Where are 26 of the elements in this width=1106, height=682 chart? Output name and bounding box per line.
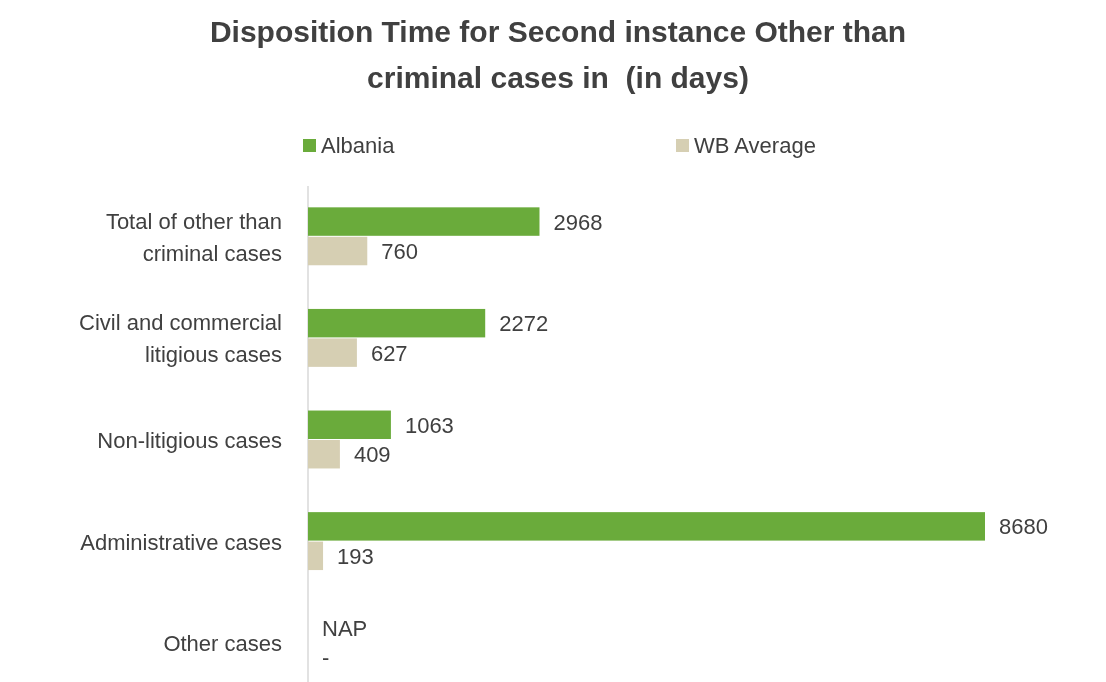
bar [308,512,985,541]
data-label: 8680 [999,514,1048,540]
bar [308,236,368,266]
y-tick-label: Other cases [163,631,282,657]
text: - [322,645,330,671]
bar [308,440,340,469]
bar [308,308,486,338]
data-label: 627 [370,340,408,366]
data-label: 409 [353,442,391,468]
data-label: 193 [337,543,374,569]
data-label: 2272 [499,311,549,337]
y-tick-label: Total of other than criminal cases [105,208,282,266]
bar [308,338,357,367]
data-label: 2968 [553,209,603,235]
data-label: 1063 [404,412,454,438]
y-tick-label: Civil and commercial litigious cases [79,310,282,368]
bar [308,207,540,236]
data-label: 760 [381,239,418,265]
y-tick-label: Administrative cases [80,529,282,555]
bar [308,541,324,571]
chart-title: Disposition Time for Second instance Other than criminal cases in (in days) [209,15,907,94]
y-tick-label: Non-litigious cases [97,428,282,453]
bar [308,410,391,439]
text: NAP [322,615,368,641]
legend-label: WB Average [694,132,816,158]
legend-label: Albania [321,132,396,158]
